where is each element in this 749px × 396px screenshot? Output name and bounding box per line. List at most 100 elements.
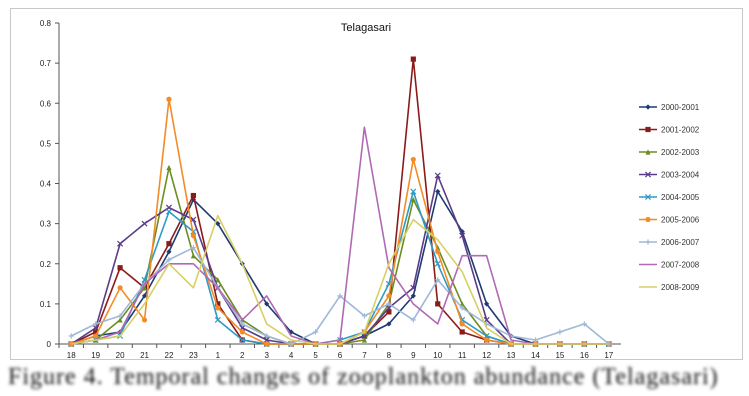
x-tick-label: 3 <box>264 351 269 360</box>
x-tick-label: 22 <box>165 351 174 360</box>
x-tick-label: 16 <box>580 351 589 360</box>
data-point <box>166 249 172 255</box>
y-tick-label: 0.7 <box>40 59 52 68</box>
series-line <box>70 190 609 345</box>
data-point <box>239 321 245 327</box>
x-tick-label: 17 <box>604 351 613 360</box>
x-tick-label: 18 <box>67 351 76 360</box>
data-point <box>215 277 221 283</box>
x-tick-label: 9 <box>411 351 416 360</box>
data-point <box>117 240 124 247</box>
data-point <box>410 156 416 163</box>
chart-frame: Telagasari 0 0.1 0.2 0.3 0.4 0.5 0.6 0.7 0.8 18 19… <box>10 8 743 360</box>
data-point <box>215 305 221 311</box>
data-point <box>435 277 441 283</box>
y-tick-label: 0.3 <box>40 220 52 229</box>
legend-item: 2007-2008 <box>639 261 700 270</box>
x-tick-label: 1 <box>216 351 221 360</box>
data-point <box>190 253 196 259</box>
legend-item: 2001-2002 <box>639 126 700 135</box>
data-point <box>483 316 490 323</box>
x-tick-label: 8 <box>387 351 392 360</box>
x-tick-label: 6 <box>338 351 343 360</box>
legend-label: 2005-2006 <box>661 216 700 225</box>
series-2001-2002 <box>68 56 612 347</box>
x-tick-label: 13 <box>507 351 516 360</box>
data-point <box>484 337 490 343</box>
data-point <box>435 249 441 255</box>
data-point <box>410 196 416 203</box>
data-point <box>93 321 99 327</box>
x-tick-label: 11 <box>458 351 467 360</box>
data-point <box>215 301 221 307</box>
legend-marker <box>645 104 651 110</box>
x-tick-label: 23 <box>189 351 198 360</box>
x-tick-label: 7 <box>362 351 367 360</box>
series-line <box>71 214 609 345</box>
legend-label: 2003-2004 <box>661 171 700 180</box>
y-tick-label: 0.1 <box>40 300 52 309</box>
legend-marker <box>645 126 651 133</box>
data-point <box>141 220 148 227</box>
legend-marker <box>645 239 651 245</box>
data-point <box>264 333 270 339</box>
y-tick-label: 0.4 <box>40 180 52 189</box>
data-point <box>166 164 172 171</box>
data-point <box>337 293 343 299</box>
x-tick-label: 21 <box>140 351 149 360</box>
data-point <box>166 257 172 263</box>
data-point <box>141 293 148 299</box>
legend-label: 2002-2003 <box>661 148 700 157</box>
legend-item: 2003-2004 <box>639 171 700 180</box>
series-2002-2003 <box>68 164 612 347</box>
y-tick-label: 0.5 <box>40 139 52 148</box>
legend-marker <box>644 193 652 201</box>
data-point <box>117 265 123 271</box>
data-point <box>434 172 441 179</box>
data-point <box>581 321 587 327</box>
data-point <box>385 304 392 311</box>
x-tick-label: 15 <box>555 351 564 360</box>
chart-title: Telagasari <box>341 22 391 34</box>
legend-label: 2008-2009 <box>661 283 700 292</box>
legend-item: 2005-2006 <box>639 216 700 225</box>
data-point <box>410 293 416 299</box>
axes: 00.10.20.30.40.50.60.70.818 19 20 21 22 23 1 2 3… <box>40 19 621 360</box>
data-point <box>459 329 465 335</box>
data-point <box>165 208 172 215</box>
x-tick-label: 2 <box>240 351 245 360</box>
series-line <box>71 126 609 345</box>
series-2005-2006 <box>68 96 612 347</box>
legend-item: 2002-2003 <box>639 148 700 157</box>
y-tick-label: 0.8 <box>40 19 52 28</box>
data-point <box>459 321 465 327</box>
legend-marker <box>645 216 651 223</box>
data-point <box>166 96 172 102</box>
x-tick-label: 14 <box>531 351 540 360</box>
y-tick-label: 0.2 <box>40 260 52 269</box>
line-chart: Telagasari 00.10.20.30.40.50.60.70.818 19… <box>40 19 700 360</box>
data-point <box>214 316 221 323</box>
data-point <box>190 233 196 239</box>
legend-marker <box>645 149 651 155</box>
legend-label: 2006-2007 <box>661 238 700 247</box>
data-point <box>410 56 416 62</box>
legend-marker <box>644 171 652 178</box>
series-layer <box>68 56 612 348</box>
series-line <box>71 190 609 345</box>
data-point <box>239 336 246 344</box>
data-point <box>93 329 99 335</box>
x-tick-label: 10 <box>433 351 442 360</box>
data-point <box>459 229 465 235</box>
data-point <box>141 285 148 291</box>
data-point <box>557 329 563 335</box>
data-point <box>166 241 172 247</box>
legend-label: 2000-2001 <box>661 103 700 112</box>
data-point <box>435 188 441 195</box>
data-point <box>92 324 99 331</box>
data-point <box>93 333 99 339</box>
data-point <box>361 337 368 343</box>
data-point <box>141 317 148 323</box>
figure-caption: Figure 4. Temporal changes of zooplankto… <box>8 364 719 390</box>
